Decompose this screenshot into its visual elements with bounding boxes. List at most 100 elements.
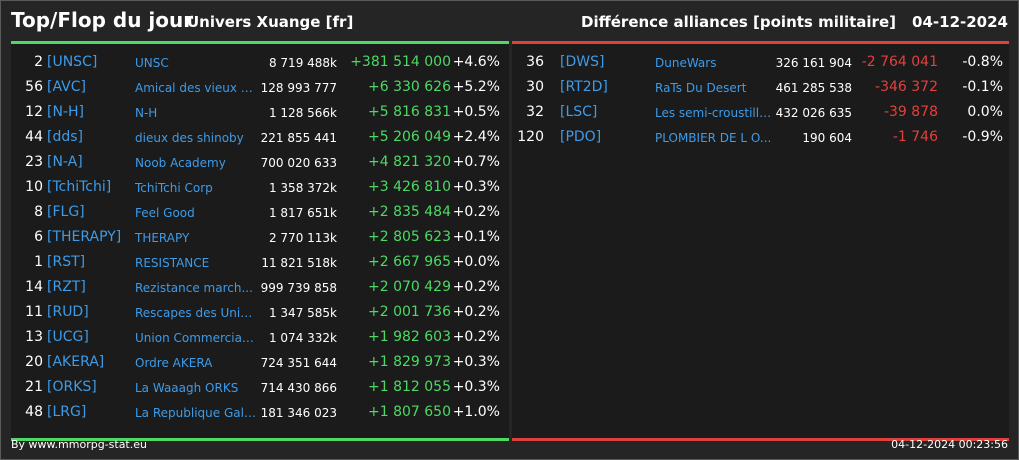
points-difference: +1 812 055: [368, 379, 451, 395]
alliance-points: 326 161 904: [775, 56, 852, 70]
alliance-name-link[interactable]: PLOMBIER DE L O...: [655, 131, 772, 145]
alliance-name-link[interactable]: TchiTchi Corp: [135, 181, 213, 195]
alliance-name-link[interactable]: La Republique Gala...: [135, 406, 257, 420]
percent-change: +0.3%: [452, 379, 500, 395]
alliance-tag-link[interactable]: [RUD]: [47, 304, 89, 320]
alliance-points: 999 739 858: [260, 281, 337, 295]
alliance-tag-link[interactable]: [N-H]: [47, 104, 84, 120]
alliance-name-link[interactable]: Feel Good: [135, 206, 195, 220]
alliance-name-link[interactable]: Rescapes des Univ...: [135, 306, 257, 320]
alliance-name-link[interactable]: DuneWars: [655, 56, 717, 70]
alliance-name-link[interactable]: UNSC: [135, 56, 169, 70]
alliance-tag-link[interactable]: [AVC]: [47, 79, 86, 95]
alliance-name-link[interactable]: RaTs Du Desert: [655, 81, 747, 95]
flop-list: 36 [DWS] DuneWars 326 161 904 -2 764 041 -0.8…: [512, 51, 1009, 151]
alliance-rank: 32: [526, 104, 544, 120]
alliance-points: 1 817 651k: [268, 206, 337, 220]
percent-change: +5.2%: [452, 79, 500, 95]
top-row: 10 [TchiTchi] TchiTchi Corp 1 358 372k +3 42…: [11, 176, 509, 201]
top-row: 6 [THERAPY] THERAPY 2 770 113k +2 805 623 +0.…: [11, 226, 509, 251]
alliance-name-link[interactable]: RESISTANCE: [135, 256, 210, 270]
alliance-rank: 56: [25, 79, 43, 95]
alliance-rank: 11: [25, 304, 43, 320]
alliance-points: 700 020 633: [260, 156, 337, 170]
percent-change: +2.4%: [452, 129, 500, 145]
alliance-tag-link[interactable]: [FLG]: [47, 204, 85, 220]
alliance-tag-link[interactable]: [N-A]: [47, 154, 83, 170]
alliance-rank: 48: [25, 404, 43, 420]
points-difference: +2 805 623: [368, 229, 451, 245]
alliance-rank: 13: [25, 329, 43, 345]
alliance-tag-link[interactable]: [LSC]: [560, 104, 598, 120]
top-panel: 2 [UNSC] UNSC 8 719 488k +381 514 000 +4.6% 56…: [11, 41, 509, 441]
alliance-rank: 12: [25, 104, 43, 120]
alliance-name-link[interactable]: Rezistance march...: [135, 281, 253, 295]
flop-panel: 36 [DWS] DuneWars 326 161 904 -2 764 041 -0.8…: [512, 41, 1009, 441]
percent-change: +0.1%: [452, 229, 500, 245]
percent-change: +0.5%: [452, 104, 500, 120]
alliance-name-link[interactable]: dieux des shinoby: [135, 131, 244, 145]
percent-change: +0.0%: [452, 254, 500, 270]
alliance-tag-link[interactable]: [RST]: [47, 254, 86, 270]
alliance-tag-link[interactable]: [RZT]: [47, 279, 86, 295]
top-row: 44 [dds] dieux des shinoby 221 855 441 +5 20…: [11, 126, 509, 151]
alliance-tag-link[interactable]: [ORKS]: [47, 379, 97, 395]
alliance-name-link[interactable]: Les semi-croustilla...: [655, 106, 773, 120]
percent-change: -0.1%: [962, 79, 1003, 95]
alliance-name-link[interactable]: THERAPY: [135, 231, 190, 245]
alliance-name-link[interactable]: Ordre AKERA: [135, 356, 213, 370]
percent-change: -0.8%: [962, 54, 1003, 70]
alliance-tag-link[interactable]: [THERAPY]: [47, 229, 122, 245]
alliance-points: 8 719 488k: [268, 56, 337, 70]
alliance-tag-link[interactable]: [DWS]: [560, 54, 605, 70]
percent-change: +0.2%: [452, 304, 500, 320]
percent-change: +1.0%: [452, 404, 500, 420]
alliance-rank: 14: [25, 279, 43, 295]
alliance-rank: 6: [34, 229, 43, 245]
top-row: 56 [AVC] Amical des vieux co... 128 993 777…: [11, 76, 509, 101]
alliance-name-link[interactable]: La Waaagh ORKS: [135, 381, 239, 395]
alliance-rank: 120: [517, 129, 544, 145]
top-row: 21 [ORKS] La Waaagh ORKS 714 430 866 +1 812 …: [11, 376, 509, 401]
points-difference: +1 982 603: [368, 329, 451, 345]
footer-timestamp: 04-12-2024 00:23:56: [891, 438, 1008, 451]
alliance-rank: 30: [526, 79, 544, 95]
top-row: 1 [RST] RESISTANCE 11 821 518k +2 667 965 +0.…: [11, 251, 509, 276]
alliance-points: 461 285 538: [775, 81, 852, 95]
alliance-name-link[interactable]: Union Commerciale...: [135, 331, 257, 345]
points-difference: +5 206 049: [368, 129, 451, 145]
alliance-tag-link[interactable]: [LRG]: [47, 404, 87, 420]
percent-change: +0.2%: [452, 204, 500, 220]
alliance-name-link[interactable]: N-H: [135, 106, 158, 120]
alliance-tag-link[interactable]: [dds]: [47, 129, 83, 145]
points-difference: +6 330 626: [368, 79, 451, 95]
footer-credit: By www.mmorpg-stat.eu: [11, 438, 147, 451]
alliance-tag-link[interactable]: [TchiTchi]: [47, 179, 112, 195]
alliance-tag-link[interactable]: [PDO]: [560, 129, 602, 145]
alliance-points: 1 128 566k: [268, 106, 337, 120]
alliance-points: 11 821 518k: [261, 256, 337, 270]
points-difference: -39 878: [883, 104, 938, 120]
alliance-points: 724 351 644: [260, 356, 337, 370]
top-row: 48 [LRG] La Republique Gala... 181 346 023 +…: [11, 401, 509, 426]
alliance-rank: 2: [34, 54, 43, 70]
alliance-name-link[interactable]: Noob Academy: [135, 156, 226, 170]
points-difference: +2 835 484: [368, 204, 451, 220]
percent-change: +4.6%: [452, 54, 500, 70]
alliance-tag-link[interactable]: [AKERA]: [47, 354, 105, 370]
page-title: Top/Flop du jour: [11, 8, 194, 32]
alliance-name-link[interactable]: Amical des vieux co...: [135, 81, 257, 95]
points-difference: +4 821 320: [368, 154, 451, 170]
alliance-tag-link[interactable]: [UCG]: [47, 329, 89, 345]
flop-row: 30 [RT2D] RaTs Du Desert 461 285 538 -346 37…: [512, 76, 1009, 101]
alliance-points: 221 855 441: [260, 131, 337, 145]
points-difference: +3 426 810: [368, 179, 451, 195]
header: Top/Flop du jour Univers Xuange [fr] Dif…: [11, 8, 1008, 38]
alliance-tag-link[interactable]: [RT2D]: [560, 79, 608, 95]
percent-change: -0.9%: [962, 129, 1003, 145]
alliance-tag-link[interactable]: [UNSC]: [47, 54, 98, 70]
ranking-type-title: Différence alliances [points militaire]: [581, 13, 896, 31]
top-row: 13 [UCG] Union Commerciale... 1 074 332k +1 …: [11, 326, 509, 351]
alliance-rank: 36: [526, 54, 544, 70]
universe-subtitle: Univers Xuange [fr]: [187, 13, 354, 31]
